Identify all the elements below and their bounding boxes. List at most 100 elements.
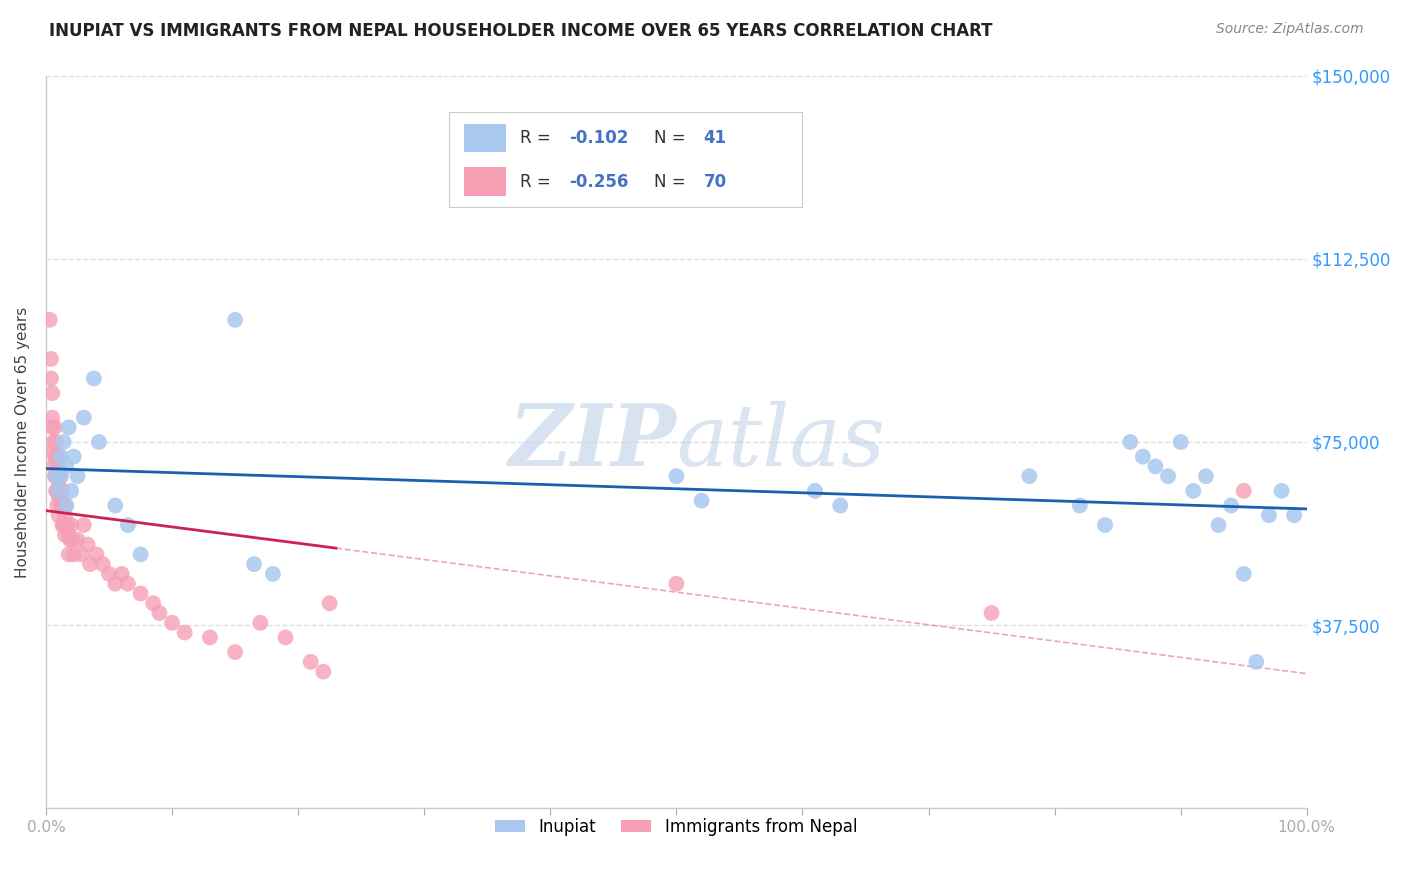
Point bbox=[58, 547, 80, 561]
Point bbox=[45, 469, 67, 483]
Point bbox=[66, 469, 89, 483]
Point bbox=[1233, 483, 1256, 498]
Point bbox=[44, 450, 66, 464]
Point bbox=[38, 313, 60, 327]
Point bbox=[46, 499, 69, 513]
Point bbox=[62, 450, 84, 464]
Text: Source: ZipAtlas.com: Source: ZipAtlas.com bbox=[1216, 22, 1364, 37]
Point bbox=[224, 313, 246, 327]
Point bbox=[104, 576, 127, 591]
Point bbox=[262, 566, 284, 581]
Point bbox=[1220, 499, 1243, 513]
Point bbox=[41, 420, 63, 434]
Point bbox=[173, 625, 195, 640]
Point bbox=[129, 586, 152, 600]
Point bbox=[1270, 483, 1292, 498]
Point bbox=[51, 499, 73, 513]
Point bbox=[73, 410, 96, 425]
Point bbox=[1182, 483, 1205, 498]
Point bbox=[52, 518, 75, 533]
Point bbox=[1195, 469, 1218, 483]
Point bbox=[1282, 508, 1305, 523]
Point bbox=[249, 615, 271, 630]
Point bbox=[91, 557, 114, 571]
Point bbox=[45, 483, 67, 498]
Y-axis label: Householder Income Over 65 years: Householder Income Over 65 years bbox=[15, 306, 30, 578]
Point bbox=[142, 596, 165, 610]
Point bbox=[44, 469, 66, 483]
Point bbox=[198, 631, 221, 645]
Point bbox=[1132, 450, 1154, 464]
Point bbox=[41, 386, 63, 401]
Point bbox=[243, 557, 266, 571]
Point bbox=[1069, 499, 1091, 513]
Point bbox=[45, 469, 67, 483]
Point bbox=[46, 483, 69, 498]
Point bbox=[49, 489, 72, 503]
Point bbox=[73, 518, 96, 533]
Point bbox=[804, 483, 827, 498]
Point bbox=[299, 655, 322, 669]
Point bbox=[117, 518, 139, 533]
Point bbox=[980, 606, 1002, 620]
Point bbox=[42, 444, 65, 458]
Point bbox=[49, 450, 72, 464]
Point bbox=[55, 499, 77, 513]
Point bbox=[48, 489, 70, 503]
Point bbox=[46, 450, 69, 464]
Point bbox=[48, 508, 70, 523]
Point bbox=[117, 576, 139, 591]
Point bbox=[1094, 518, 1116, 533]
Point bbox=[1258, 508, 1281, 523]
Point bbox=[1144, 459, 1167, 474]
Point bbox=[48, 483, 70, 498]
Point bbox=[62, 547, 84, 561]
Point bbox=[51, 518, 73, 533]
Point bbox=[830, 499, 852, 513]
Point bbox=[41, 410, 63, 425]
Point bbox=[46, 469, 69, 483]
Point bbox=[52, 434, 75, 449]
Point bbox=[39, 351, 62, 366]
Point bbox=[76, 538, 98, 552]
Text: ZIP: ZIP bbox=[509, 401, 676, 483]
Point bbox=[70, 547, 93, 561]
Point bbox=[665, 469, 688, 483]
Legend: Inupiat, Immigrants from Nepal: Inupiat, Immigrants from Nepal bbox=[486, 809, 866, 844]
Point bbox=[83, 371, 105, 385]
Point bbox=[66, 533, 89, 547]
Point bbox=[1233, 566, 1256, 581]
Point bbox=[52, 499, 75, 513]
Point bbox=[48, 459, 70, 474]
Point bbox=[1157, 469, 1180, 483]
Point bbox=[49, 499, 72, 513]
Point bbox=[104, 499, 127, 513]
Point bbox=[148, 606, 170, 620]
Point bbox=[58, 528, 80, 542]
Point bbox=[1246, 655, 1268, 669]
Point bbox=[690, 493, 713, 508]
Point bbox=[56, 518, 79, 533]
Point bbox=[45, 434, 67, 449]
Point bbox=[58, 420, 80, 434]
Point bbox=[45, 450, 67, 464]
Point bbox=[55, 459, 77, 474]
Point bbox=[129, 547, 152, 561]
Point bbox=[87, 434, 110, 449]
Point bbox=[55, 499, 77, 513]
Point bbox=[49, 469, 72, 483]
Point bbox=[1119, 434, 1142, 449]
Point bbox=[224, 645, 246, 659]
Text: atlas: atlas bbox=[676, 401, 886, 483]
Point bbox=[160, 615, 183, 630]
Point bbox=[1170, 434, 1192, 449]
Point bbox=[274, 631, 297, 645]
Point bbox=[53, 528, 76, 542]
Point bbox=[55, 518, 77, 533]
Point bbox=[42, 459, 65, 474]
Point bbox=[49, 483, 72, 498]
Point bbox=[665, 576, 688, 591]
Point bbox=[1208, 518, 1230, 533]
Point bbox=[86, 547, 108, 561]
Point bbox=[312, 665, 335, 679]
